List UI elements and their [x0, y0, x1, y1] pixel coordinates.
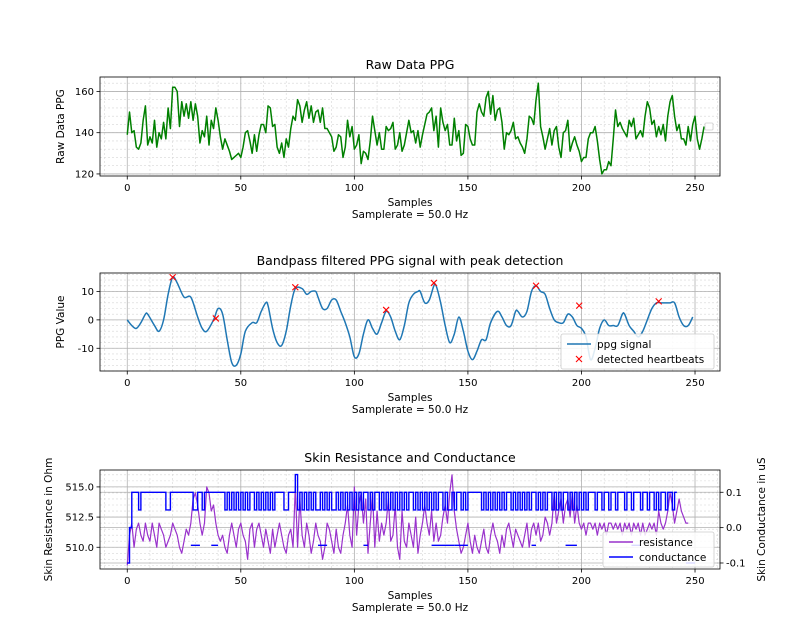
- y-right-tick-label: -0.1: [726, 558, 746, 569]
- x-axis-sublabel: Samplerate = 50.0 Hz: [352, 209, 469, 221]
- y-tick-label: 140: [75, 128, 94, 139]
- y-tick-label: 515.0: [65, 482, 94, 493]
- resistance-line: [126, 474, 689, 566]
- x-tick-label: 0: [124, 576, 130, 587]
- x-tick-label: 200: [572, 576, 591, 587]
- axes-frame: [99, 76, 721, 177]
- y-tick-label: 510.0: [65, 543, 94, 554]
- x-tick-label: 250: [685, 378, 704, 389]
- y-tick-label: 160: [75, 87, 94, 98]
- y-tick-label: 512.5: [65, 513, 94, 524]
- chart-title: Raw Data PPG: [366, 57, 455, 72]
- x-axis-sublabel: Samplerate = 50.0 Hz: [352, 602, 469, 614]
- chart-title: Bandpass filtered PPG signal with peak d…: [257, 253, 564, 268]
- y-tick-label: 10: [81, 287, 94, 298]
- y-right-tick-label: 0.0: [726, 523, 742, 534]
- x-tick-label: 100: [345, 183, 364, 194]
- axes-frame: [99, 272, 721, 372]
- x-tick-label: 50: [234, 183, 247, 194]
- heartbeat-marker: [575, 302, 583, 310]
- raw-ppg-line: [126, 82, 705, 175]
- chart-title: Skin Resistance and Conductance: [304, 450, 516, 465]
- legend: [560, 333, 715, 370]
- legend: [602, 531, 715, 568]
- conductance-line: [127, 473, 677, 564]
- heartbeat-marker: [169, 273, 177, 281]
- heartbeat-marker: [291, 283, 299, 291]
- ppg-signal-line: [126, 276, 694, 367]
- legend-label-heartbeats: detected heartbeats: [597, 354, 704, 366]
- heartbeat-marker: [382, 306, 390, 314]
- legend-box-empty: [704, 122, 714, 131]
- y-tick-label: -10: [78, 344, 94, 355]
- axes-frame: [99, 469, 721, 570]
- x-tick-label: 250: [685, 576, 704, 587]
- y-right-tick-label: 0.1: [726, 488, 742, 499]
- x-tick-label: 100: [345, 576, 364, 587]
- x-axis-label: Samples: [388, 197, 433, 209]
- heartbeat-marker: [655, 298, 663, 305]
- x-tick-label: 200: [572, 378, 591, 389]
- legend-label-resistance: resistance: [639, 537, 693, 549]
- axes-3: [100, 470, 720, 569]
- legend-label-conductance: conductance: [639, 552, 706, 564]
- y-right-axis-label: Skin Conductance in uS: [756, 457, 768, 581]
- x-axis-label: Samples: [388, 590, 433, 602]
- y-tick-label: 120: [75, 169, 94, 180]
- y-axis-label: PPG Value: [55, 296, 67, 349]
- heartbeat-marker: [212, 315, 220, 322]
- x-tick-label: 150: [458, 183, 477, 194]
- x-tick-label: 150: [458, 576, 477, 587]
- x-tick-label: 200: [572, 183, 591, 194]
- x-tick-label: 150: [458, 378, 477, 389]
- legend-label-ppg: ppg signal: [597, 339, 651, 351]
- x-axis-label: Samples: [388, 392, 433, 404]
- x-tick-label: 0: [124, 378, 130, 389]
- heartbeat-marker: [430, 279, 438, 287]
- x-axis-sublabel: Samplerate = 50.0 Hz: [352, 404, 469, 416]
- x-tick-label: 50: [234, 378, 247, 389]
- axes-1: [100, 77, 720, 176]
- x-tick-label: 50: [234, 576, 247, 587]
- y-axis-label: Skin Resistance in Ohm: [43, 458, 55, 582]
- y-tick-label: 0: [88, 315, 94, 326]
- x-tick-label: 100: [345, 378, 364, 389]
- heartbeat-marker: [532, 282, 540, 290]
- y-axis-label: Raw Data PPG: [55, 89, 67, 164]
- x-tick-label: 250: [685, 183, 704, 194]
- x-tick-label: 0: [124, 183, 130, 194]
